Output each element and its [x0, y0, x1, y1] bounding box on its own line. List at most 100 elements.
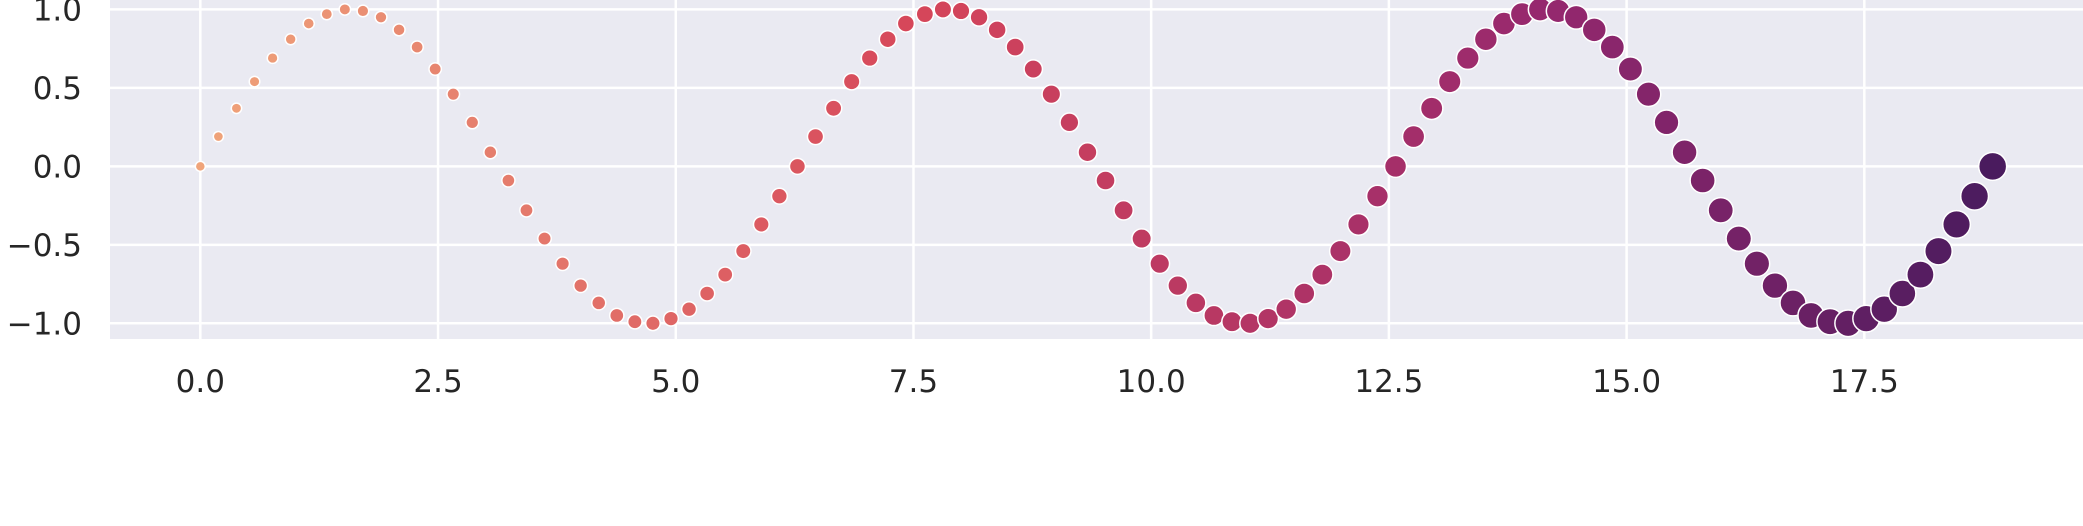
data-point	[951, 1, 971, 21]
data-point	[230, 102, 243, 115]
data-point	[1113, 199, 1134, 221]
data-point	[1005, 37, 1026, 57]
data-point	[356, 4, 370, 18]
data-point	[302, 17, 316, 30]
data-point	[734, 242, 752, 260]
grid-lines	[110, 0, 2083, 339]
data-point	[860, 48, 879, 68]
x-tick-label: 12.5	[1354, 364, 1423, 400]
data-point	[1653, 109, 1680, 136]
data-point	[969, 7, 989, 27]
data-point	[1977, 151, 2008, 182]
data-point	[842, 72, 861, 91]
data-point	[248, 75, 261, 88]
data-point	[590, 295, 607, 311]
data-point	[1671, 139, 1698, 166]
x-tick-label: 10.0	[1117, 364, 1186, 400]
y-tick-labels: −1.0 −0.5 0.0 0.5 1.0	[7, 0, 82, 342]
data-point	[1221, 310, 1243, 333]
data-point	[1203, 304, 1225, 327]
data-point	[555, 256, 571, 272]
data-point	[1635, 81, 1662, 108]
data-point	[878, 30, 897, 49]
data-point	[788, 157, 807, 176]
data-point	[1870, 294, 1899, 324]
data-point	[483, 145, 498, 160]
data-point	[1923, 236, 1953, 266]
data-point	[501, 173, 516, 188]
data-point	[1888, 279, 1917, 308]
data-point	[194, 160, 207, 173]
data-point	[446, 87, 461, 102]
x-tick-label: 15.0	[1592, 364, 1661, 400]
data-point	[1906, 260, 1935, 290]
data-point	[680, 300, 698, 318]
data-point	[1041, 84, 1062, 105]
data-point	[537, 231, 553, 247]
data-point	[465, 115, 480, 130]
data-point	[284, 33, 297, 46]
data-point	[1310, 263, 1334, 287]
data-point	[1167, 274, 1189, 297]
data-point	[626, 313, 643, 330]
data-point	[1761, 271, 1789, 300]
data-point	[1401, 124, 1426, 149]
y-tick-label: −0.5	[7, 228, 82, 264]
data-point	[806, 127, 825, 146]
y-tick-label: −1.0	[7, 306, 82, 342]
data-point	[608, 307, 625, 324]
data-point	[987, 20, 1007, 40]
data-point	[915, 4, 935, 24]
data-point	[374, 10, 388, 24]
data-point	[716, 266, 734, 284]
data-point	[1959, 181, 1990, 211]
data-point	[410, 40, 424, 54]
data-point	[1689, 167, 1716, 194]
data-point	[1292, 282, 1316, 305]
data-point	[573, 277, 589, 294]
data-point	[1023, 59, 1044, 79]
data-point	[1131, 228, 1153, 250]
data-point	[392, 23, 406, 37]
data-point	[338, 2, 352, 16]
y-tick-label: 0.0	[33, 149, 82, 185]
data-point	[896, 14, 916, 33]
data-point	[1346, 212, 1371, 236]
x-tick-label: 7.5	[889, 364, 938, 400]
data-point	[933, 0, 953, 19]
data-point	[1419, 96, 1444, 121]
data-point	[1059, 112, 1080, 133]
x-tick-label: 17.5	[1830, 364, 1899, 400]
data-point	[1473, 27, 1499, 52]
data-point	[1095, 170, 1116, 191]
data-point	[1581, 17, 1608, 43]
data-point	[320, 7, 334, 21]
data-point	[212, 130, 225, 143]
data-point	[1239, 312, 1262, 335]
data-point	[1328, 239, 1352, 263]
y-tick-label: 0.5	[33, 71, 82, 107]
data-point	[428, 62, 443, 76]
data-point	[1274, 297, 1298, 321]
data-point	[266, 51, 279, 65]
x-tick-labels: 0.0 2.5 5.0 7.5 10.0 12.5 15.0 17.5	[176, 364, 1899, 400]
data-point	[1617, 56, 1644, 82]
data-point	[752, 215, 770, 233]
data-point	[1185, 292, 1207, 314]
data-point	[1383, 154, 1408, 179]
x-tick-label: 0.0	[176, 364, 225, 400]
data-point	[1077, 142, 1098, 163]
data-point	[1707, 196, 1735, 224]
data-point	[662, 310, 680, 327]
data-point	[644, 315, 661, 332]
y-tick-label: 1.0	[33, 0, 82, 28]
data-point	[824, 99, 843, 118]
data-point	[1599, 34, 1626, 60]
data-point	[1941, 209, 1972, 239]
data-point	[698, 285, 716, 302]
x-tick-label: 5.0	[651, 364, 700, 400]
data-point	[1257, 307, 1280, 330]
data-point	[1563, 4, 1589, 30]
